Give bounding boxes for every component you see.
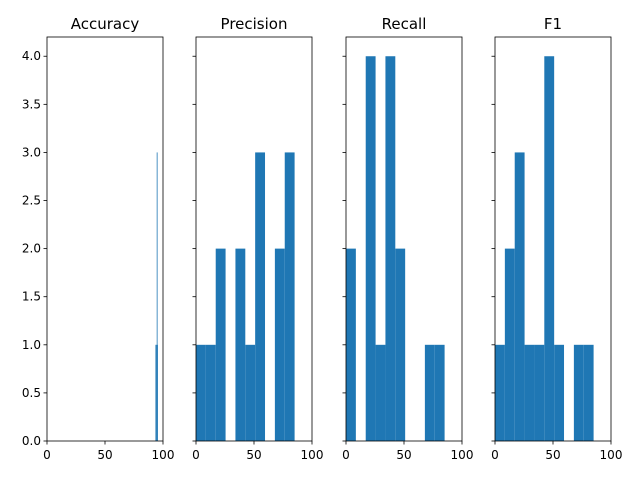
x-tick-label: 0 (192, 448, 200, 462)
bar-precision-6 (255, 152, 266, 441)
bar-recall-2 (365, 56, 376, 441)
x-tick-label: 0 (342, 448, 350, 462)
bar-f1-4 (534, 344, 545, 441)
panel-title-accuracy: Accuracy (71, 15, 140, 33)
bar-f1-6 (554, 344, 565, 441)
bar-precision-1 (205, 344, 216, 441)
y-tick-label: 3.0 (22, 145, 41, 159)
x-tick-label: 0 (491, 448, 499, 462)
bar-precision-2 (215, 248, 226, 441)
bar-accuracy-3 (157, 344, 158, 441)
y-tick-label: 3.5 (22, 97, 41, 111)
bar-recall-5 (395, 248, 406, 441)
x-tick-label: 100 (451, 448, 474, 462)
y-tick-label: 0.0 (22, 434, 41, 448)
y-tick-label: 2.5 (22, 194, 41, 208)
bar-recall-8 (424, 344, 435, 441)
y-tick-label: 0.5 (22, 386, 41, 400)
bar-recall-4 (385, 56, 396, 441)
bar-accuracy-0 (155, 344, 157, 441)
y-tick-label: 1.5 (22, 290, 41, 304)
panel-recall: Recall 0 50 100 (342, 15, 473, 462)
bar-precision-0 (196, 344, 206, 441)
panel-title-precision: Precision (221, 15, 288, 33)
panel-title-f1: F1 (544, 15, 562, 33)
panel-precision: Precision 0 50 100 (192, 15, 323, 462)
bar-f1-5 (544, 56, 555, 441)
bar-f1-3 (524, 344, 535, 441)
bar-f1-1 (504, 248, 515, 441)
bar-recall-0 (346, 248, 356, 441)
y-tick-label: 4.0 (22, 49, 41, 63)
x-tick-label: 50 (396, 448, 411, 462)
x-tick-label: 50 (246, 448, 261, 462)
y-tick-label: 2.0 (22, 242, 41, 256)
x-tick-label: 100 (301, 448, 324, 462)
bar-precision-4 (235, 248, 246, 441)
bar-recall-9 (434, 344, 445, 441)
x-tick-label: 50 (545, 448, 560, 462)
panel-accuracy: Accuracy 0 50 100 0.0 0.5 1.0 1.5 2.0 2.5 3.0 3.5 4.… (22, 15, 175, 462)
x-tick-label: 100 (600, 448, 623, 462)
bar-f1-9 (583, 344, 594, 441)
bar-precision-5 (245, 344, 256, 441)
y-tick-label: 1.0 (22, 338, 41, 352)
bar-f1-2 (514, 152, 525, 441)
bar-recall-3 (375, 344, 386, 441)
x-tick-label: 50 (97, 448, 112, 462)
panel-title-recall: Recall (382, 15, 427, 33)
panel-f1: F1 0 50 100 (491, 15, 622, 462)
x-tick-label: 100 (152, 448, 175, 462)
axes-frame-accuracy (46, 36, 164, 442)
bar-accuracy-2 (156, 152, 158, 441)
x-tick-label: 0 (43, 448, 51, 462)
bar-precision-8 (274, 248, 285, 441)
bar-f1-8 (573, 344, 584, 441)
bar-f1-0 (495, 344, 505, 441)
bar-precision-9 (284, 152, 295, 441)
